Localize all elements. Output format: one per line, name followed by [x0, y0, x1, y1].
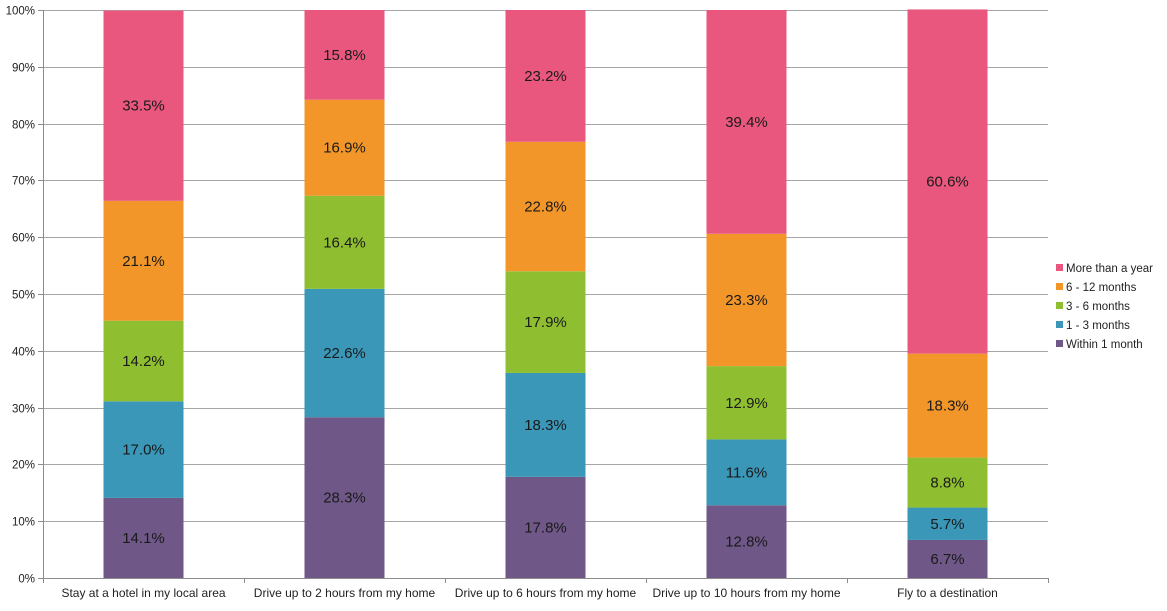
data-label: 17.0% [122, 442, 165, 459]
data-label: 16.9% [323, 140, 366, 157]
data-label: 11.6% [726, 464, 767, 481]
bar-segment [505, 10, 586, 142]
data-label: 17.8% [524, 519, 567, 536]
y-tick-label: 30% [12, 404, 35, 416]
bar-segment [103, 200, 184, 321]
data-label: 8.8% [930, 475, 964, 492]
bar-segment [907, 9, 988, 354]
data-label: 18.3% [524, 417, 567, 434]
y-tick-label: 80% [12, 120, 35, 132]
data-label: 23.2% [524, 68, 567, 85]
data-label: 23.3% [725, 292, 768, 309]
y-tick-label: 100% [6, 6, 35, 18]
bar-segment [907, 457, 988, 508]
x-category-label: Fly to a destination [897, 586, 998, 600]
y-tick-label: 60% [12, 233, 35, 245]
bar-segment [103, 320, 184, 402]
legend-swatch [1056, 264, 1063, 271]
data-label: 21.1% [122, 253, 165, 270]
legend-swatch [1056, 283, 1063, 290]
bar-segment [706, 505, 787, 578]
bar-segment [304, 288, 385, 418]
data-label: 17.9% [524, 314, 567, 331]
y-tick-label: 10% [12, 517, 35, 529]
y-tick-label: 50% [12, 290, 35, 302]
bar-segment [304, 195, 385, 289]
data-label: 6.7% [930, 551, 964, 568]
bar-segment [304, 10, 385, 100]
y-tick-label: 90% [12, 63, 35, 75]
data-label: 18.3% [926, 398, 969, 415]
bar-segment [505, 476, 586, 578]
y-tick-label: 20% [12, 460, 35, 472]
bar-segment [103, 10, 184, 201]
y-tick-label: 70% [12, 176, 35, 188]
data-label: 22.6% [323, 345, 366, 362]
legend-label: Within 1 month [1066, 339, 1143, 351]
data-label: 33.5% [122, 98, 165, 115]
legend-swatch [1056, 340, 1063, 347]
y-tick-label: 0% [18, 574, 35, 586]
bar-segment [304, 417, 385, 578]
data-label: 16.4% [323, 234, 366, 251]
bar-segment [907, 353, 988, 458]
bar-segment [103, 401, 184, 498]
y-tick-label: 40% [12, 347, 35, 359]
x-category-label: Drive up to 10 hours from my home [652, 586, 840, 600]
x-category-label: Stay at a hotel in my local area [61, 586, 225, 600]
data-label: 14.1% [122, 530, 165, 547]
x-category-label: Drive up to 6 hours from my home [455, 586, 637, 600]
bar-segment [505, 141, 586, 272]
data-label: 5.7% [930, 516, 964, 533]
bar-segment [103, 497, 184, 578]
bar-segment [706, 233, 787, 367]
data-label: 39.4% [725, 114, 768, 131]
bar-segment [706, 10, 787, 234]
bar-segment [505, 271, 586, 373]
legend-label: More than a year [1066, 263, 1153, 275]
bar-segment [907, 539, 988, 578]
bar-segment [304, 99, 385, 196]
bar-segment [706, 439, 787, 506]
legend-label: 3 - 6 months [1066, 301, 1130, 313]
x-category-label: Drive up to 2 hours from my home [254, 586, 436, 600]
data-label: 60.6% [926, 174, 969, 191]
data-label: 22.8% [524, 199, 567, 216]
data-label: 28.3% [323, 490, 366, 507]
bar-segment [907, 507, 988, 540]
legend-swatch [1056, 302, 1063, 309]
legend-label: 6 - 12 months [1066, 282, 1137, 294]
data-label: 14.2% [122, 353, 165, 370]
data-label: 15.8% [323, 47, 366, 64]
bar-segment [706, 366, 787, 440]
bar-segment [505, 372, 586, 477]
legend-label: 1 - 3 months [1066, 320, 1130, 332]
legend-swatch [1056, 321, 1063, 328]
data-label: 12.8% [725, 534, 768, 551]
data-label: 12.9% [725, 395, 768, 412]
